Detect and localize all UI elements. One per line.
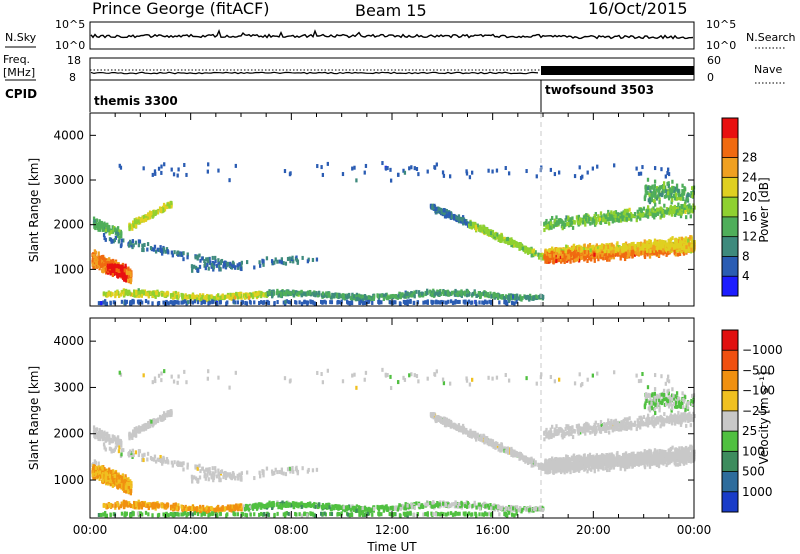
colorbar-swatch bbox=[722, 118, 738, 139]
freq-panel: 18 8 Freq. [MHz] 60 0 Nave bbox=[3, 53, 786, 84]
time-tick-label: 08:00 bbox=[274, 523, 309, 537]
colorbar-tick-label: 500 bbox=[742, 465, 765, 479]
freq-label: Freq. bbox=[3, 53, 30, 66]
beam-title: Beam 15 bbox=[355, 1, 427, 20]
colorbar-tick-label: 8 bbox=[742, 249, 750, 263]
nsky-tick-low: 10^0 bbox=[55, 39, 85, 52]
time-tick-label: 00:00 bbox=[73, 523, 108, 537]
range-tick-label: 4000 bbox=[53, 128, 84, 142]
colorbar-tick-label: 20 bbox=[742, 190, 757, 204]
nsearch-tick-high: 10^5 bbox=[706, 18, 736, 31]
colorbar-swatch bbox=[722, 256, 738, 277]
time-tick-label: 16:00 bbox=[475, 523, 510, 537]
colorbar-swatch bbox=[722, 431, 738, 452]
nsky-label: N.Sky bbox=[5, 31, 37, 44]
nsky-panel: 10^5 10^0 N.Sky 10^5 10^0 N.Search bbox=[5, 18, 796, 52]
nave-tick-low: 0 bbox=[707, 71, 714, 84]
nsky-tick-high: 10^5 bbox=[55, 18, 85, 31]
colorbar-swatch bbox=[722, 471, 738, 493]
colorbar-tick-label: 12 bbox=[742, 230, 757, 244]
colorbar-swatch bbox=[722, 236, 738, 257]
cpid-segment-1: themis 3300 bbox=[94, 94, 178, 108]
colorbar-tick-label: −1000 bbox=[742, 343, 783, 357]
nave-label: Nave bbox=[754, 63, 782, 76]
velocity-panel: 1000 2000 3000 4000 00:00 04:00 08:00 12:00 16:… bbox=[27, 317, 783, 554]
time-tick-label: 20:00 bbox=[576, 523, 611, 537]
power-colorbar: 4 8 12 16 20 24 28 bbox=[721, 117, 757, 297]
velocity-colorbar-label: Velocity [m s⁻¹] bbox=[757, 371, 771, 464]
freq-unit-label: [MHz] bbox=[3, 66, 35, 79]
range-tick-label: 2000 bbox=[53, 218, 84, 232]
time-tick-label: 00:00 bbox=[677, 523, 712, 537]
range-tick-label: 2000 bbox=[53, 427, 84, 441]
range-tick-label: 3000 bbox=[53, 380, 84, 394]
time-tick-label: 12:00 bbox=[375, 523, 410, 537]
colorbar-swatch bbox=[722, 451, 738, 472]
cpid-segment-2: twofsound 3503 bbox=[545, 83, 654, 97]
colorbar-swatch bbox=[722, 350, 738, 371]
nsearch-tick-low: 10^0 bbox=[706, 39, 736, 52]
range-tick-label: 4000 bbox=[53, 334, 84, 348]
colorbar-swatch bbox=[722, 276, 738, 297]
colorbar-swatch bbox=[722, 137, 738, 158]
colorbar-swatch bbox=[722, 390, 738, 412]
time-tick-label: 04:00 bbox=[173, 523, 208, 537]
colorbar-tick-label: 100 bbox=[742, 444, 765, 458]
freq-tick-high: 18 bbox=[67, 54, 81, 67]
cpid-label: CPID bbox=[5, 87, 37, 101]
colorbar-tick-label: −500 bbox=[742, 363, 775, 377]
colorbar-tick-label: 28 bbox=[742, 151, 757, 165]
cpid-panel: CPID themis 3300 twofsound 3503 bbox=[5, 80, 654, 112]
time-axis-label: Time UT bbox=[366, 540, 417, 554]
colorbar-tick-label: 1000 bbox=[742, 485, 773, 499]
colorbar-swatch bbox=[722, 197, 738, 218]
freq-trace bbox=[90, 71, 539, 75]
power-ylabel: Slant Range [km] bbox=[27, 158, 41, 262]
colorbar-swatch bbox=[722, 491, 738, 513]
freq-tick-low: 8 bbox=[69, 71, 76, 84]
date-title: 16/Oct/2015 bbox=[588, 0, 688, 18]
colorbar-tick-label: 4 bbox=[742, 269, 750, 283]
colorbar-swatch bbox=[722, 216, 738, 237]
colorbar-tick-label: 16 bbox=[742, 210, 757, 224]
colorbar-tick-label: −25 bbox=[742, 404, 767, 418]
velocity-ylabel: Slant Range [km] bbox=[27, 366, 41, 470]
nsky-trace bbox=[90, 29, 694, 40]
nsearch-label: N.Search bbox=[746, 31, 796, 44]
colorbar-swatch bbox=[722, 370, 738, 391]
colorbar-swatch bbox=[722, 330, 738, 351]
range-tick-label: 1000 bbox=[53, 473, 84, 487]
power-panel: 1000 2000 3000 4000 Slant Range [km] 4 8 12 16… bbox=[27, 112, 771, 307]
range-tick-label: 3000 bbox=[53, 173, 84, 187]
colorbar-tick-label: −100 bbox=[742, 384, 775, 398]
range-tick-label: 1000 bbox=[53, 262, 84, 276]
colorbar-swatch bbox=[722, 410, 738, 432]
colorbar-tick-label: 25 bbox=[742, 424, 757, 438]
power-colorbar-label: Power [dB] bbox=[757, 177, 771, 242]
colorbar-tick-label: 24 bbox=[742, 170, 757, 184]
colorbar-swatch bbox=[722, 177, 738, 198]
velocity-colorbar: 1000 500 100 25 −25 −100 −500 −1000 bbox=[721, 329, 783, 513]
power-data bbox=[91, 161, 696, 307]
velocity-data bbox=[91, 367, 696, 519]
station-title: Prince George (fitACF) bbox=[92, 0, 270, 18]
nave-tick-high: 60 bbox=[707, 54, 721, 67]
colorbar-swatch bbox=[722, 157, 738, 178]
